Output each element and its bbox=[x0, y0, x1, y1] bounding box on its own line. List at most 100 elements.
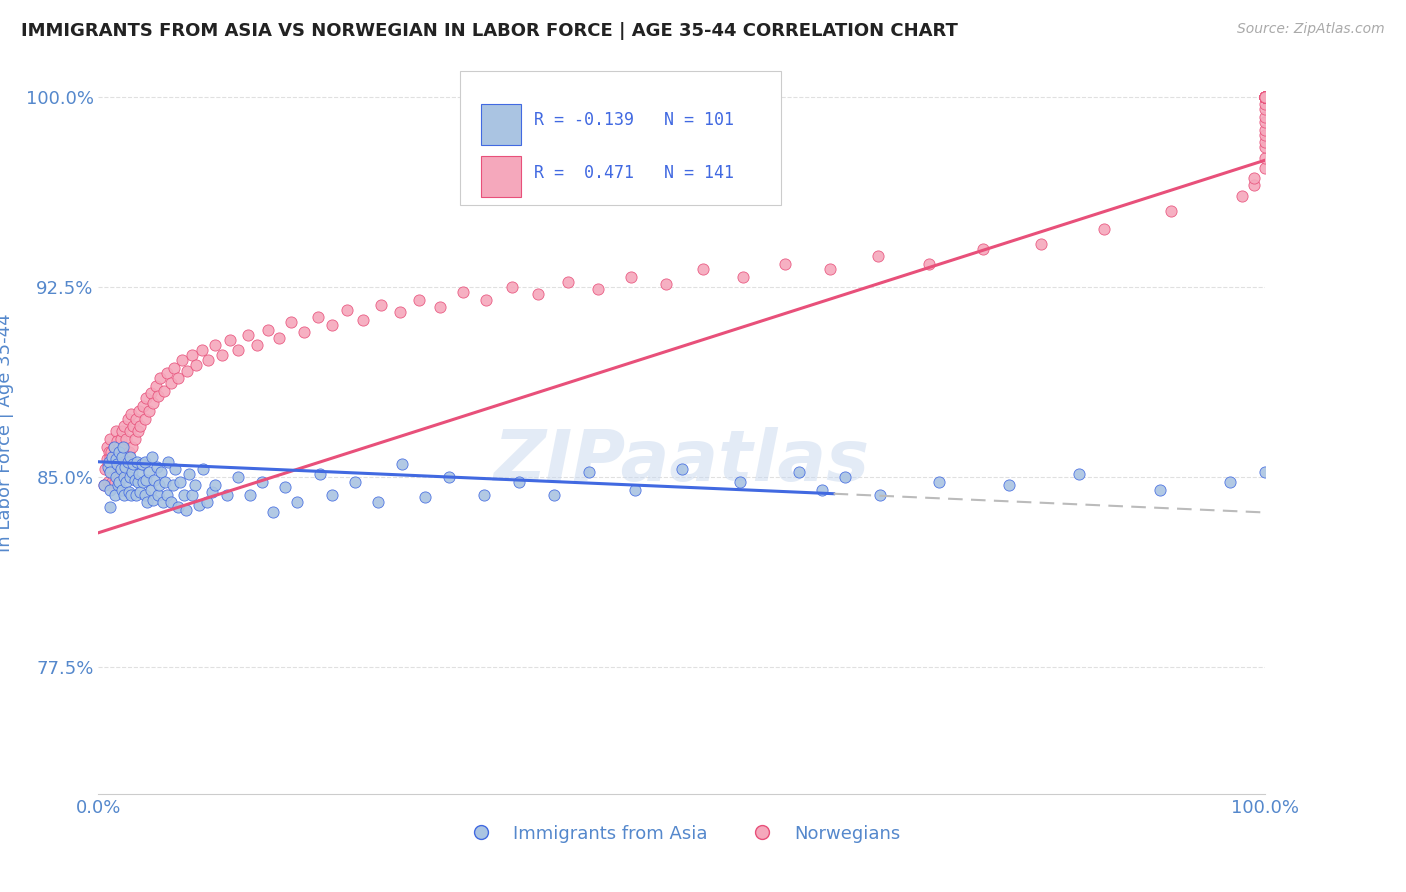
Point bbox=[105, 434, 128, 449]
Point bbox=[321, 318, 343, 332]
Point bbox=[184, 477, 207, 491]
Point bbox=[104, 465, 127, 479]
Point bbox=[1254, 89, 1277, 103]
Point bbox=[321, 488, 343, 502]
Point bbox=[104, 452, 127, 467]
Point bbox=[103, 462, 125, 476]
Point bbox=[97, 458, 120, 472]
Point bbox=[451, 285, 474, 299]
Point bbox=[269, 330, 291, 344]
Point bbox=[138, 404, 160, 418]
Point bbox=[103, 440, 125, 454]
Point bbox=[142, 492, 165, 507]
Point bbox=[135, 392, 157, 406]
Point bbox=[105, 458, 128, 472]
Point bbox=[219, 333, 242, 347]
Point bbox=[578, 465, 600, 479]
Point bbox=[98, 450, 121, 464]
Point bbox=[557, 275, 579, 289]
Point bbox=[97, 444, 120, 458]
Point bbox=[110, 432, 132, 446]
Point bbox=[118, 450, 141, 464]
Point bbox=[150, 465, 173, 479]
Point bbox=[543, 488, 565, 502]
Point bbox=[125, 411, 148, 425]
Point bbox=[104, 444, 127, 458]
Point bbox=[112, 419, 135, 434]
Point bbox=[129, 419, 152, 434]
Point bbox=[262, 506, 284, 520]
Point bbox=[174, 503, 197, 517]
Point bbox=[118, 444, 141, 458]
Point bbox=[128, 404, 150, 418]
Point bbox=[107, 450, 129, 464]
Point bbox=[131, 458, 153, 472]
Point bbox=[1254, 89, 1277, 103]
Point bbox=[104, 425, 127, 439]
Point bbox=[110, 462, 132, 476]
Point bbox=[146, 389, 169, 403]
Point bbox=[731, 269, 754, 284]
Point bbox=[180, 348, 202, 362]
Point bbox=[352, 313, 374, 327]
Point bbox=[104, 452, 127, 467]
Point bbox=[96, 452, 118, 467]
Point bbox=[730, 475, 752, 489]
Point bbox=[152, 495, 174, 509]
Point bbox=[1254, 89, 1277, 103]
Point bbox=[124, 473, 146, 487]
Point bbox=[121, 440, 143, 454]
Point bbox=[148, 477, 170, 491]
Point bbox=[1254, 89, 1277, 103]
Point bbox=[122, 419, 145, 434]
Point bbox=[100, 444, 122, 458]
Point bbox=[166, 500, 188, 515]
Point bbox=[186, 359, 208, 373]
Point bbox=[146, 459, 169, 474]
Point bbox=[336, 302, 359, 317]
Point bbox=[1067, 467, 1090, 482]
Point bbox=[866, 249, 889, 263]
Point bbox=[1160, 203, 1182, 218]
Point bbox=[134, 411, 156, 425]
Point bbox=[111, 465, 134, 479]
Point bbox=[111, 458, 134, 472]
Point bbox=[166, 371, 188, 385]
Point bbox=[153, 475, 176, 489]
Point bbox=[1254, 89, 1277, 103]
Point bbox=[201, 485, 224, 500]
FancyBboxPatch shape bbox=[481, 155, 520, 197]
Point bbox=[108, 462, 131, 476]
Point bbox=[811, 483, 834, 497]
Point bbox=[98, 432, 121, 446]
Point bbox=[834, 470, 856, 484]
Point bbox=[128, 467, 150, 482]
Point bbox=[127, 425, 149, 439]
Point bbox=[101, 450, 124, 464]
Point bbox=[408, 293, 430, 307]
Point bbox=[114, 459, 136, 474]
Point bbox=[187, 498, 209, 512]
Point bbox=[108, 475, 131, 489]
Point bbox=[159, 495, 181, 509]
Point bbox=[1092, 221, 1115, 235]
Point bbox=[118, 425, 141, 439]
Point bbox=[1254, 89, 1277, 103]
Point bbox=[1254, 89, 1277, 103]
Point bbox=[180, 488, 202, 502]
Text: R = -0.139   N = 101: R = -0.139 N = 101 bbox=[534, 112, 734, 129]
Point bbox=[1254, 89, 1277, 103]
Point bbox=[143, 473, 166, 487]
Point bbox=[111, 444, 134, 458]
Point bbox=[773, 257, 796, 271]
Point bbox=[367, 495, 389, 509]
Point bbox=[103, 440, 125, 454]
Point bbox=[98, 465, 121, 479]
Point bbox=[1254, 89, 1277, 103]
Point bbox=[292, 326, 315, 340]
Point bbox=[127, 475, 149, 489]
Point bbox=[159, 376, 181, 391]
Point bbox=[1243, 170, 1265, 185]
Point bbox=[527, 287, 550, 301]
Point bbox=[671, 462, 693, 476]
